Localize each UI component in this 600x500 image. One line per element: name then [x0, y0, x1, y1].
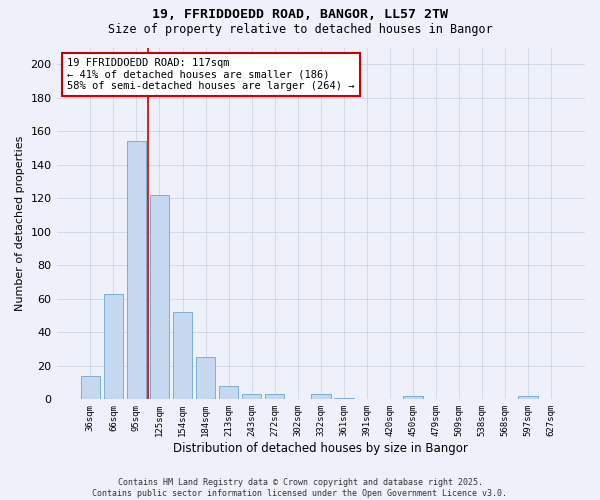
Bar	[242, 394, 262, 400]
Bar	[334, 398, 353, 400]
Bar	[127, 142, 146, 400]
Text: 19 FFRIDDOEDD ROAD: 117sqm
← 41% of detached houses are smaller (186)
58% of sem: 19 FFRIDDOEDD ROAD: 117sqm ← 41% of deta…	[67, 58, 355, 92]
Text: 19, FFRIDDOEDD ROAD, BANGOR, LL57 2TW: 19, FFRIDDOEDD ROAD, BANGOR, LL57 2TW	[152, 8, 448, 20]
Bar	[104, 294, 123, 400]
Bar	[149, 195, 169, 400]
Bar	[265, 394, 284, 400]
Text: Contains HM Land Registry data © Crown copyright and database right 2025.
Contai: Contains HM Land Registry data © Crown c…	[92, 478, 508, 498]
Bar	[311, 394, 331, 400]
Bar	[196, 358, 215, 400]
Bar	[518, 396, 538, 400]
Bar	[173, 312, 193, 400]
Text: Size of property relative to detached houses in Bangor: Size of property relative to detached ho…	[107, 22, 493, 36]
Bar	[219, 386, 238, 400]
X-axis label: Distribution of detached houses by size in Bangor: Distribution of detached houses by size …	[173, 442, 468, 455]
Bar	[403, 396, 423, 400]
Bar	[80, 376, 100, 400]
Y-axis label: Number of detached properties: Number of detached properties	[15, 136, 25, 311]
